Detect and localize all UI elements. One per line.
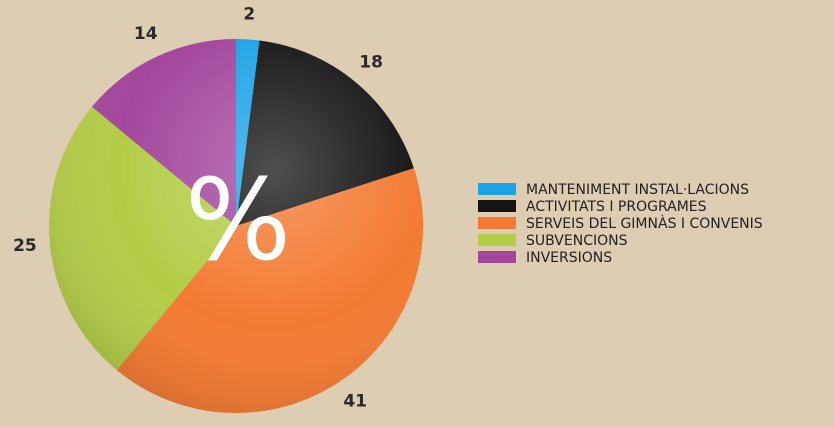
legend-label: ACTIVITATS I PROGRAMES bbox=[526, 199, 707, 215]
value-label: 18 bbox=[359, 53, 383, 73]
legend-swatch bbox=[478, 251, 516, 263]
center-label: % bbox=[185, 156, 291, 286]
legend-swatch bbox=[478, 183, 516, 195]
legend-label: SERVEIS DEL GIMNÀS I CONVENIS bbox=[526, 215, 763, 232]
legend-label: MANTENIMENT INSTAL·LACIONS bbox=[526, 182, 749, 198]
pie-shading bbox=[49, 39, 423, 413]
legend-swatch bbox=[478, 234, 516, 246]
value-label: 2 bbox=[243, 4, 255, 24]
legend-label: INVERSIONS bbox=[526, 250, 612, 266]
value-label: 41 bbox=[343, 391, 367, 411]
value-label: 14 bbox=[134, 24, 158, 44]
legend-swatch bbox=[478, 217, 516, 229]
legend-swatch bbox=[478, 200, 516, 212]
legend-label: SUBVENCIONS bbox=[526, 233, 628, 249]
value-label: 25 bbox=[13, 236, 37, 256]
